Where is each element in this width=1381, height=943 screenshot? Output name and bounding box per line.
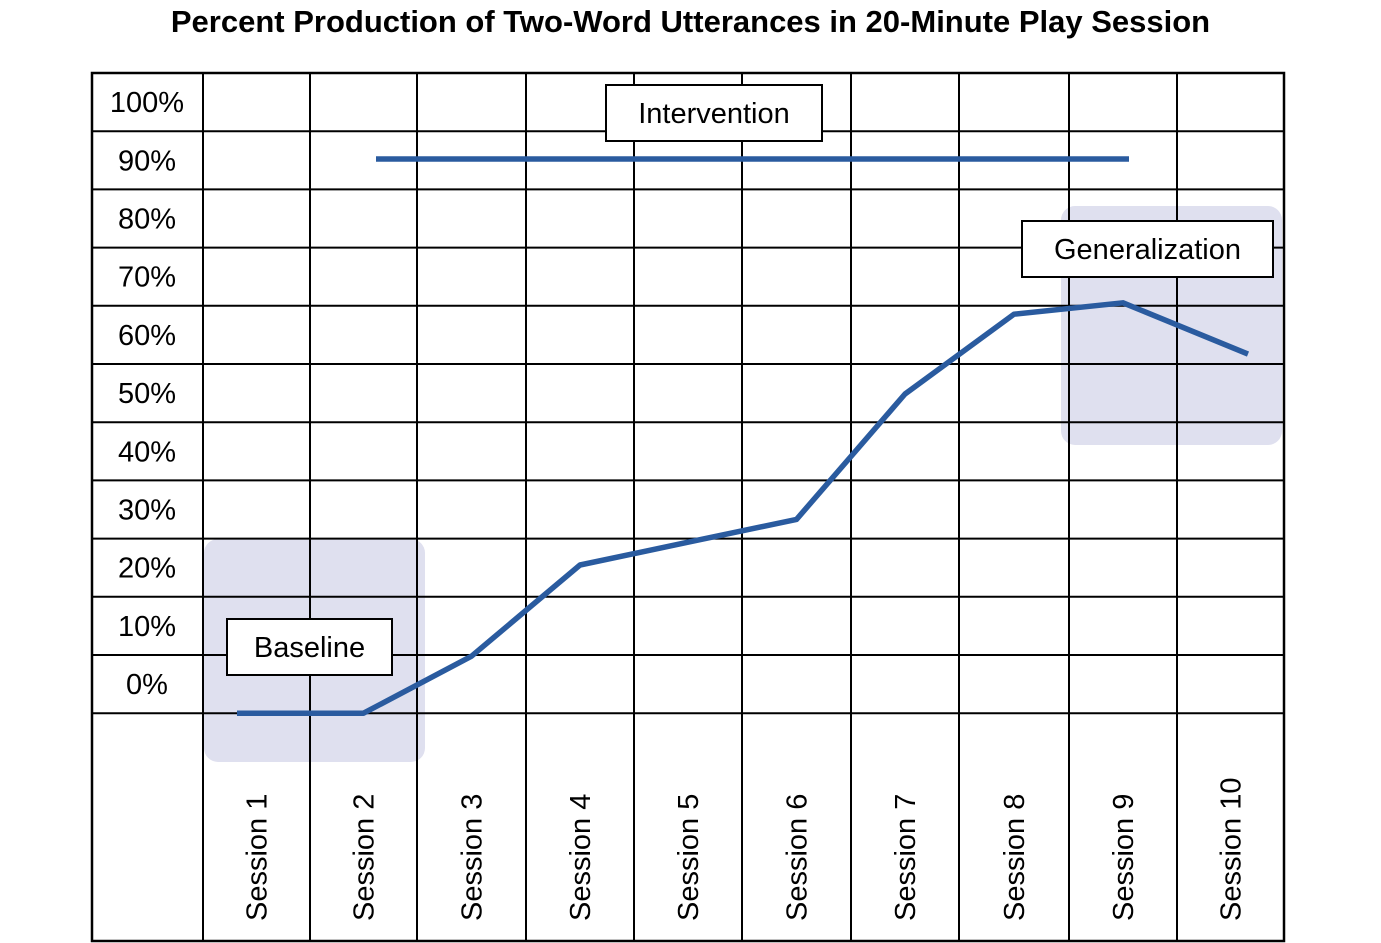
x-tick-label: Session 7 — [890, 794, 922, 921]
x-tick-label: Session 5 — [673, 794, 705, 921]
y-tick-label: 40% — [118, 436, 176, 468]
baseline-label-box — [226, 618, 393, 676]
x-tick-label: Session 1 — [242, 794, 274, 921]
x-tick-label: Session 3 — [457, 794, 489, 921]
y-axis-ticks: 100% 90% 80% 70% 60% 50% 40% 30% 20% 10% 0% — [110, 87, 184, 701]
generalization-label-box — [1021, 220, 1274, 278]
y-tick-label: 10% — [118, 611, 176, 643]
y-tick-label: 20% — [118, 553, 176, 585]
series-line — [237, 300, 1250, 716]
y-tick-label: 70% — [118, 262, 176, 294]
chart-grid — [90, 71, 1286, 943]
x-tick-label: Session 6 — [782, 794, 814, 921]
annotations: Baseline Intervention Generalization — [226, 84, 1274, 676]
y-tick-label: 0% — [126, 669, 168, 701]
x-tick-label: Session 2 — [349, 794, 381, 921]
x-tick-label: Session 9 — [1108, 794, 1140, 921]
chart-title: Percent Production of Two-Word Utterance… — [170, 4, 1211, 39]
generalization-label: Generalization — [1054, 234, 1241, 266]
baseline-label: Baseline — [254, 632, 365, 664]
y-tick-label: 60% — [118, 320, 176, 352]
x-tick-label: Session 8 — [999, 794, 1031, 921]
y-tick-label: 80% — [118, 204, 176, 236]
grid-border — [90, 71, 1286, 943]
x-tick-label: Session 4 — [565, 794, 597, 921]
intervention-label-box — [605, 84, 823, 142]
intervention-label: Intervention — [638, 98, 790, 130]
x-tick-label: Session 10 — [1216, 778, 1248, 922]
y-tick-label: 100% — [110, 87, 184, 119]
x-axis-ticks: Session 1 Session 2 Session 3 Session 4 Sess… — [242, 778, 1248, 922]
y-tick-label: 30% — [118, 495, 176, 527]
series-lines — [237, 156, 1250, 716]
y-tick-label: 90% — [118, 145, 176, 177]
y-tick-label: 50% — [118, 378, 176, 410]
